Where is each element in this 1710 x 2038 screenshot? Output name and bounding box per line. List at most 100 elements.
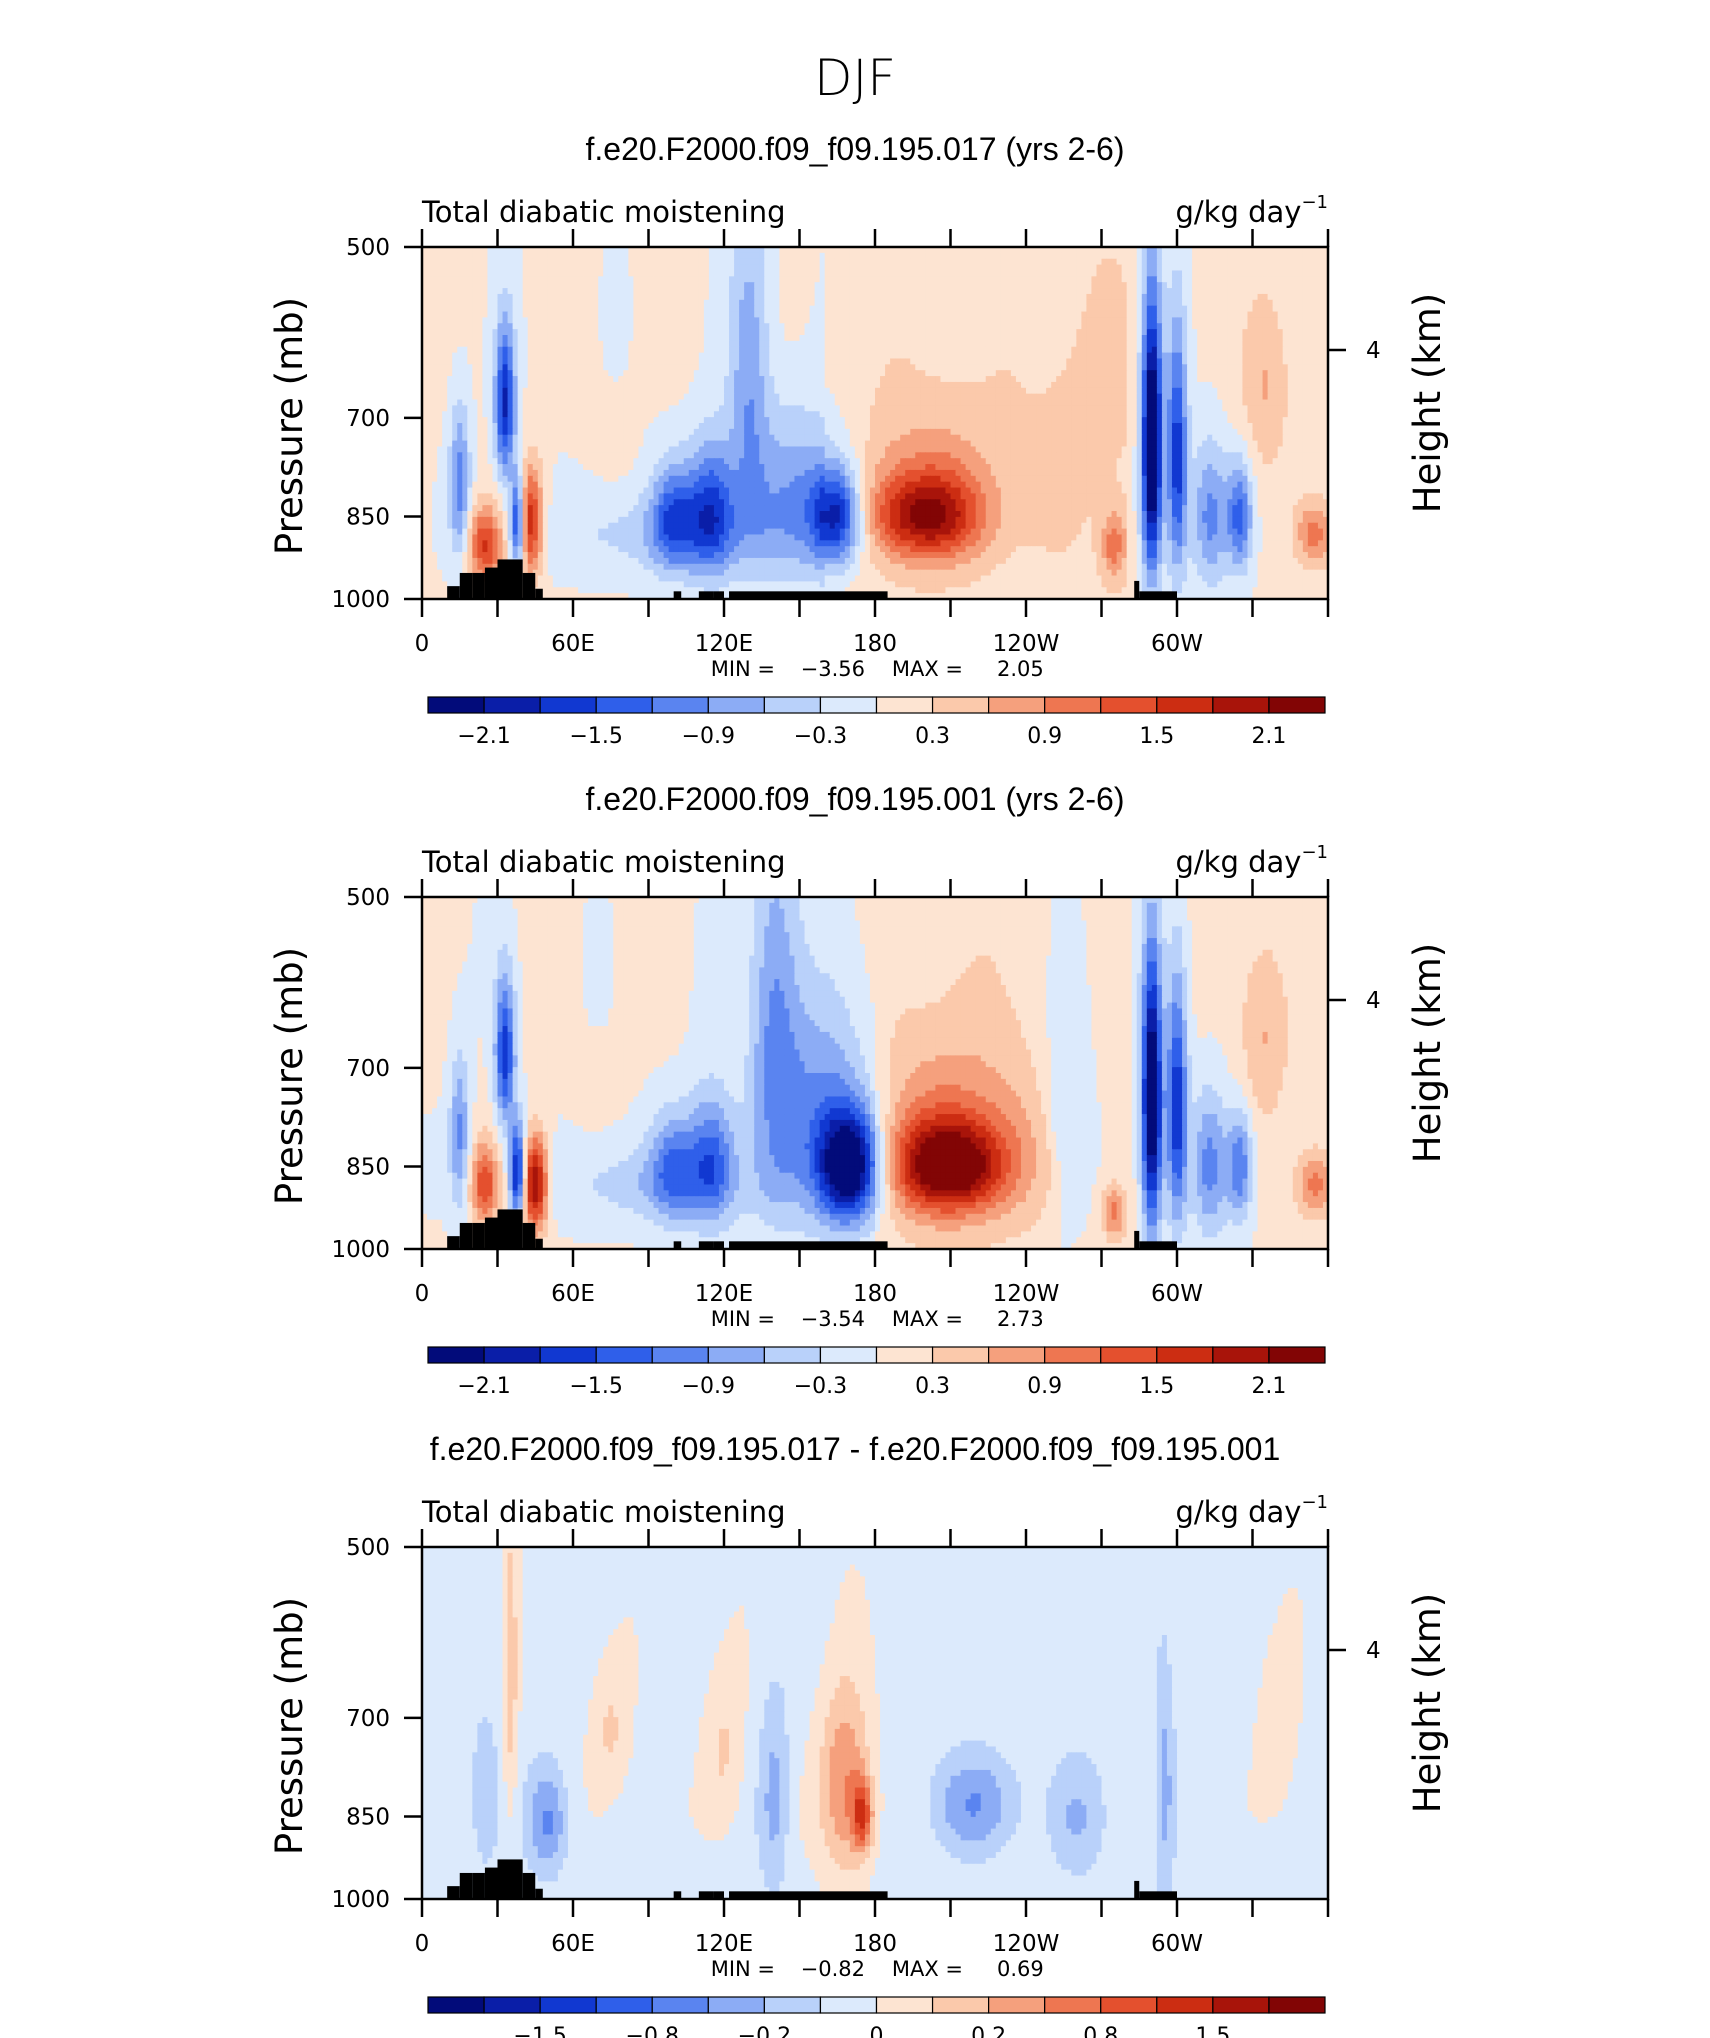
- contour-cell: [1282, 346, 1289, 354]
- contour-cell: [955, 270, 962, 277]
- contour-cell: [1026, 346, 1032, 354]
- contour-cell: [698, 376, 705, 383]
- contour-cell: [648, 358, 655, 365]
- contour-cell: [1277, 288, 1284, 295]
- contour-cell: [779, 270, 785, 277]
- contour-cell: [1010, 370, 1017, 377]
- contour-cell: [457, 264, 463, 272]
- contour-cell: [1046, 376, 1052, 383]
- contour-cell: [1051, 376, 1057, 383]
- contour-cell: [764, 247, 770, 254]
- contour-cell: [1076, 288, 1082, 295]
- contour-cell: [628, 317, 634, 324]
- contour-cell: [744, 346, 750, 354]
- contour-cell: [880, 381, 886, 389]
- contour-cell: [467, 323, 473, 330]
- contour-cell: [633, 358, 640, 365]
- contour-cell: [839, 399, 846, 406]
- contour-cell: [698, 335, 705, 342]
- contour-cell: [1227, 299, 1233, 307]
- contour-cell: [1272, 335, 1279, 342]
- contour-cell: [442, 387, 448, 395]
- contour-cell: [618, 299, 624, 307]
- contour-cell: [557, 270, 564, 277]
- contour-cell: [1156, 358, 1163, 365]
- contour-cell: [744, 352, 750, 360]
- contour-cell: [935, 299, 942, 307]
- contour-cell: [1161, 293, 1168, 301]
- contour-cell: [1287, 252, 1294, 260]
- contour-cell: [1302, 293, 1309, 301]
- contour-cell: [1197, 335, 1203, 342]
- contour-cell: [754, 293, 760, 301]
- contour-cell: [497, 381, 504, 389]
- contour-cell: [537, 247, 544, 254]
- contour-cell: [1197, 247, 1203, 254]
- contour-cell: [809, 393, 816, 401]
- contour-cell: [774, 299, 780, 307]
- contour-cell: [1171, 293, 1178, 301]
- contour-cell: [980, 323, 987, 330]
- contour-cell: [683, 299, 690, 307]
- contour-cell: [854, 305, 861, 313]
- contour-cell: [1010, 247, 1017, 254]
- contour-cell: [749, 323, 755, 330]
- contour-cell: [1096, 381, 1103, 389]
- contour-cell: [1015, 258, 1022, 266]
- contour-cell: [517, 311, 524, 318]
- contour-cell: [1051, 323, 1057, 330]
- contour-cell: [663, 364, 670, 371]
- contour-cell: [1056, 299, 1062, 307]
- contour-cell: [1272, 381, 1279, 389]
- contour-cell: [980, 247, 987, 254]
- contour-cell: [688, 270, 695, 277]
- contour-cell: [1292, 317, 1299, 324]
- contour-cell: [1161, 370, 1168, 377]
- contour-cell: [1182, 276, 1188, 283]
- contour-cell: [1192, 346, 1198, 354]
- contour-cell: [839, 264, 846, 272]
- contour-cell: [1267, 399, 1274, 406]
- contour-cell: [920, 387, 926, 395]
- contour-cell: [1257, 387, 1264, 395]
- contour-cell: [970, 393, 977, 401]
- contour-cell: [557, 323, 564, 330]
- contour-cell: [1277, 311, 1284, 318]
- contour-cell: [703, 311, 710, 318]
- contour-cell: [613, 387, 619, 395]
- contour-cell: [522, 264, 529, 272]
- contour-cell: [472, 405, 478, 412]
- contour-cell: [779, 352, 785, 360]
- contour-cell: [1297, 393, 1304, 401]
- contour-cell: [1061, 364, 1067, 371]
- contour-cell: [1101, 317, 1108, 324]
- contour-cell: [925, 399, 931, 406]
- contour-cell: [658, 323, 665, 330]
- contour-cell: [930, 323, 936, 330]
- contour-cell: [633, 247, 640, 254]
- contour-cell: [920, 317, 926, 324]
- contour-cell: [668, 346, 675, 354]
- contour-cell: [593, 335, 599, 342]
- contour-cell: [487, 393, 494, 401]
- contour-cell: [1101, 399, 1108, 406]
- contour-cell: [819, 282, 826, 289]
- contour-cell: [1217, 276, 1223, 283]
- contour-cell: [759, 393, 765, 401]
- contour-cell: [1126, 370, 1133, 377]
- contour-cell: [708, 305, 715, 313]
- contour-cell: [467, 288, 473, 295]
- contour-cell: [1237, 393, 1244, 401]
- contour-cell: [507, 282, 514, 289]
- contour-cell: [990, 305, 997, 313]
- contour-cell: [1272, 293, 1279, 301]
- contour-cell: [789, 387, 796, 395]
- contour-cell: [1252, 370, 1259, 377]
- contour-cell: [432, 358, 438, 365]
- contour-cell: [1242, 346, 1249, 354]
- contour-cell: [1026, 264, 1032, 272]
- contour-cell: [1146, 276, 1153, 283]
- contour-cell: [859, 335, 866, 342]
- contour-cell: [1091, 358, 1098, 365]
- contour-cell: [507, 323, 514, 330]
